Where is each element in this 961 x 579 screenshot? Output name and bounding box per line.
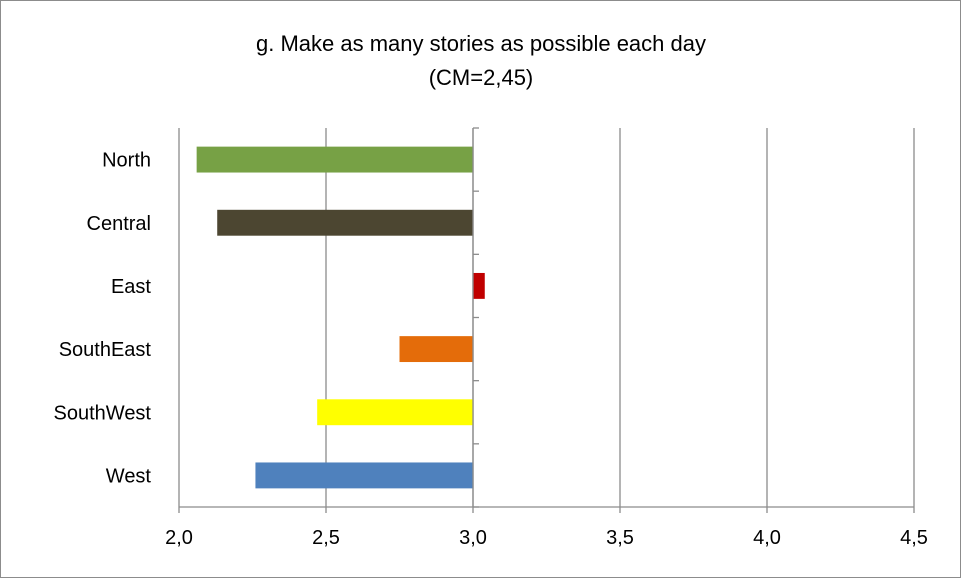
- category-label: North: [102, 150, 151, 172]
- chart-title: g. Make as many stories as possible each…: [256, 31, 706, 56]
- x-tick-label: 3,5: [606, 527, 634, 549]
- bar-central: [217, 209, 473, 236]
- x-tick-label: 2,5: [312, 527, 340, 549]
- gridlines: [325, 128, 915, 507]
- axes: [178, 127, 915, 513]
- category-label: SouthWest: [54, 402, 152, 424]
- category-label: East: [111, 276, 151, 298]
- x-tick-label: 3,0: [459, 527, 487, 549]
- category-label: SouthEast: [59, 339, 152, 361]
- bar-southeast: [399, 336, 473, 363]
- chart-subtitle: (CM=2,45): [429, 65, 534, 90]
- bar-southwest: [317, 399, 473, 426]
- bars: [196, 146, 485, 489]
- x-tick-label: 2,0: [165, 527, 193, 549]
- bar-west: [255, 462, 473, 489]
- x-tick-label: 4,5: [900, 527, 928, 549]
- bar-north: [196, 146, 473, 173]
- labels: 2,0 2,5 3,0 3,5 4,0 4,5 North Central East SouthE…: [54, 150, 928, 549]
- x-tick-label: 4,0: [753, 527, 781, 549]
- category-label: West: [106, 465, 152, 487]
- category-label: Central: [87, 213, 151, 235]
- bar-east: [473, 272, 485, 299]
